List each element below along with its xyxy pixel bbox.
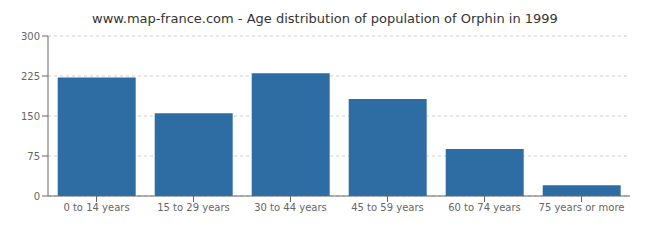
svg-text:225: 225 <box>21 71 40 82</box>
svg-text:30 to 44 years: 30 to 44 years <box>254 202 327 213</box>
svg-text:300: 300 <box>21 31 40 42</box>
svg-text:60 to 74 years: 60 to 74 years <box>448 202 521 213</box>
svg-text:75 years or more: 75 years or more <box>539 202 625 213</box>
svg-text:0 to 14 years: 0 to 14 years <box>63 202 129 213</box>
svg-text:0: 0 <box>34 191 40 202</box>
svg-text:45 to 59 years: 45 to 59 years <box>351 202 424 213</box>
svg-text:75: 75 <box>27 151 40 162</box>
html-text:www.map-france.com - Age distr: www.map-france.com - Age distribution of… <box>92 11 558 26</box>
svg-text:150: 150 <box>21 111 40 122</box>
svg-text:15 to 29 years: 15 to 29 years <box>157 202 230 213</box>
